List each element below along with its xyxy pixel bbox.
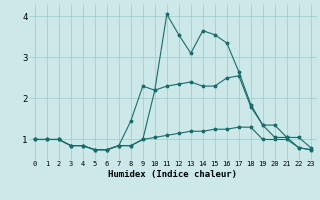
X-axis label: Humidex (Indice chaleur): Humidex (Indice chaleur) xyxy=(108,170,237,179)
